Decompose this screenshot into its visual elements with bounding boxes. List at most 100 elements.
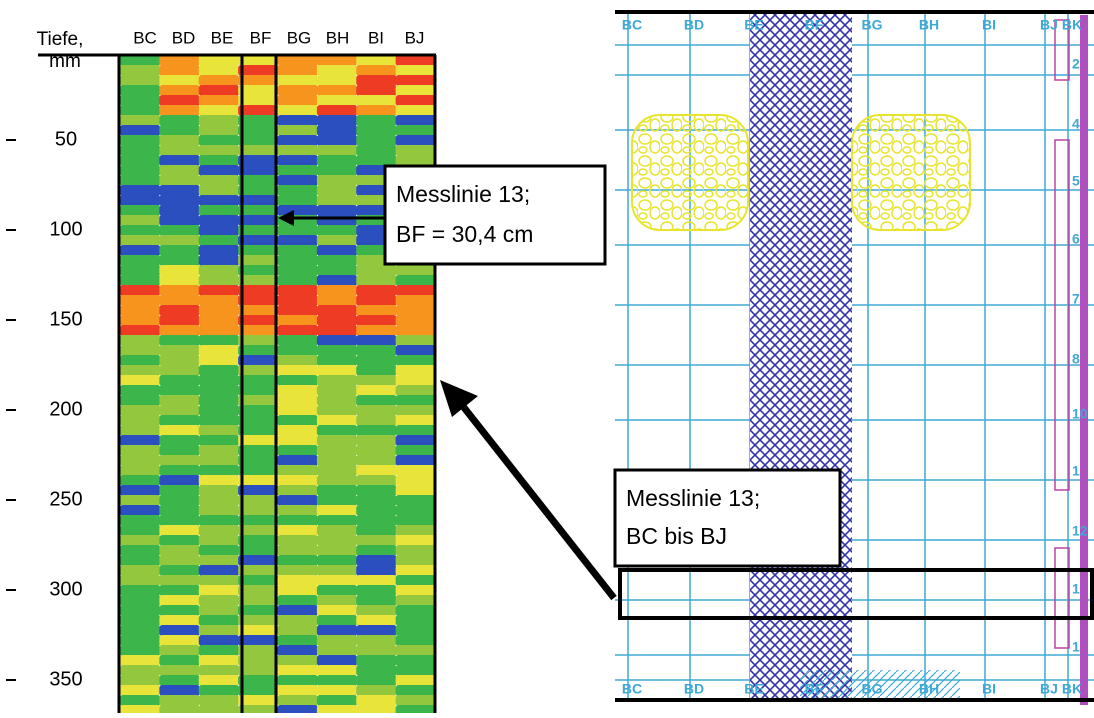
callout-text: BF = 30,4 cm [396,221,533,247]
heat-cell [198,635,240,646]
heat-cell [159,575,200,586]
heat-cell [120,615,161,626]
heat-cell [238,425,279,436]
heat-cell [316,85,358,96]
heat-cell [277,565,318,576]
heat-cell [316,165,358,176]
heat-cell [395,605,436,616]
heat-cell [277,155,318,166]
heat-cell [316,675,358,686]
heat-cell [356,115,397,126]
heat-cell [159,75,200,86]
heat-cell [277,435,318,446]
heat-cell [238,435,279,446]
heat-cell [198,555,240,566]
heat-cell [277,95,318,106]
heat-cell [316,495,358,506]
heat-cell [159,415,200,426]
heat-cell [198,625,240,636]
heat-cell [316,705,358,716]
heat-cell [238,625,279,636]
heat-cell [238,165,279,176]
heat-cell [198,235,240,246]
plan-row-label: 8 [1072,351,1080,367]
heat-cell [395,145,436,156]
heat-cell [277,65,318,76]
heat-cell [356,505,397,516]
heat-cell [198,425,240,436]
heat-cell [395,695,436,706]
heat-cell [159,475,200,486]
heat-cell [198,675,240,686]
heat-cell [198,265,240,276]
heat-cell [238,615,279,626]
column-label: BI [368,28,384,47]
plan-column-label: BC [622,681,642,697]
tick-label: 100 [49,218,82,240]
heat-cell [120,215,161,226]
heat-cell [316,455,358,466]
heat-cell [356,435,397,446]
column-label: BC [133,28,157,47]
heat-cell [395,155,436,166]
heat-cell [238,595,279,606]
heat-cell [198,315,240,326]
heat-cell [316,155,358,166]
heat-cell [238,305,279,316]
heat-cell [238,105,279,116]
heat-cell [120,175,161,186]
column-label: BG [287,28,312,47]
heat-cell [120,125,161,136]
heat-cell [395,595,436,606]
heat-cell [238,215,279,226]
heat-cell [316,295,358,306]
heat-cell [316,75,358,86]
plan-column-label: BD [684,17,704,33]
heat-cell [395,535,436,546]
heat-cell [395,275,436,286]
axis-title: Tiefe, [37,29,84,50]
heat-cell [395,415,436,426]
heat-cell [395,675,436,686]
heat-cell [238,175,279,186]
heat-cell [120,55,161,66]
heat-cell [395,265,436,276]
tick-label: 350 [49,668,82,690]
heat-cell [395,455,436,466]
heat-cell [277,345,318,356]
column-label: BE [211,28,234,47]
heat-cell [198,155,240,166]
heat-cell [198,85,240,96]
heat-cell [120,395,161,406]
cobble-area [851,114,971,231]
heat-cell [395,55,436,66]
heat-cell [238,125,279,136]
heat-cell [198,685,240,696]
heat-cell [395,545,436,556]
heat-cell [120,525,161,536]
heat-cell [159,495,200,506]
heat-cell [159,265,200,276]
heat-cell [120,335,161,346]
plan-column-label: BK [1062,681,1082,697]
heat-cell [277,595,318,606]
heat-cell [198,75,240,86]
heat-cell [277,145,318,156]
heat-cell [356,305,397,316]
heat-cell [159,605,200,616]
plan-row-label: 1 [1072,463,1080,479]
heat-cell [395,125,436,136]
heat-cell [316,415,358,426]
heat-cell [277,305,318,316]
heat-cell [395,515,436,526]
plan-row-label: 6 [1072,231,1080,247]
heat-cell [198,565,240,576]
heat-cell [159,645,200,656]
heat-cell [277,505,318,516]
heat-cell [238,465,279,476]
heat-cell [316,545,358,556]
heat-cell [159,395,200,406]
heat-cell [316,515,358,526]
heat-cell [395,425,436,436]
heat-cell [316,335,358,346]
